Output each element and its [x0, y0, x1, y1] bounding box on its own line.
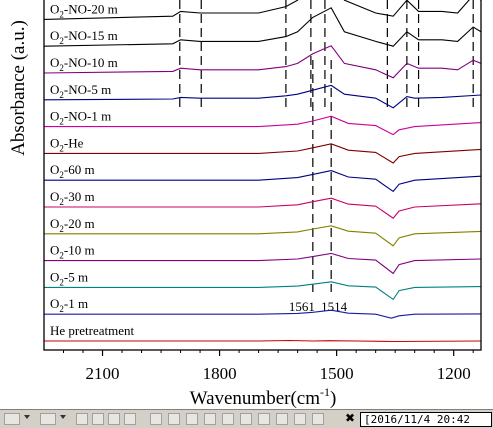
series-line [44, 197, 481, 219]
toolbar-button-11[interactable] [222, 413, 234, 425]
toolbar-button-5[interactable] [108, 413, 120, 425]
series-line [44, 339, 481, 343]
toolbar-button-9[interactable] [186, 413, 198, 425]
series-line [44, 225, 481, 247]
series-line [44, 84, 481, 109]
x-tick-label: 2100 [86, 364, 120, 383]
series-line [44, 252, 481, 275]
series-line [44, 281, 481, 301]
series-label: O2-NO-15 m [50, 28, 118, 46]
series-label: He pretreatment [50, 323, 134, 338]
toolbar-button-8[interactable] [168, 413, 180, 425]
x-tick-label: 1800 [203, 364, 237, 383]
series-label: O2-NO-1 m [50, 109, 111, 127]
toolbar-button-16[interactable] [312, 413, 324, 425]
series-line [44, 309, 481, 319]
toolbar-button-7[interactable] [150, 413, 162, 425]
series-label: O2-NO-5 m [50, 82, 111, 100]
toolbar-button-15[interactable] [294, 413, 306, 425]
toolbar-button-6[interactable] [124, 413, 136, 425]
series-line [44, 170, 481, 193]
toolbar-button-13[interactable] [258, 413, 270, 425]
series-line [44, 45, 481, 79]
toolbar-button-10[interactable] [204, 413, 216, 425]
toolbar-button-4[interactable] [92, 413, 104, 425]
series-label: O2-60 m [50, 162, 95, 180]
series-line [44, 7, 481, 47]
x-tick-label: 1200 [437, 364, 471, 383]
series-label: O2-30 m [50, 189, 95, 207]
toolbar-button-2[interactable] [40, 413, 56, 425]
toolbar-button-12[interactable] [240, 413, 252, 425]
x-tick-label: 1500 [320, 364, 354, 383]
series-line [44, 0, 481, 20]
series-line [44, 115, 481, 136]
x-axis-label: Wavenumber(cm-1) [190, 385, 337, 409]
series-label: O2-10 m [50, 243, 95, 261]
series-label: O2-NO-10 m [50, 55, 118, 73]
timestamp-field: [2016/11/4 20:42 [360, 412, 492, 427]
series-label: O2-20 m [50, 216, 95, 234]
toolbar-button-1[interactable] [4, 413, 20, 425]
series-line [44, 143, 481, 164]
plot-frame [43, 0, 482, 351]
toolbar-button-14[interactable] [276, 413, 288, 425]
y-axis-label: Absorbance (a.u.) [8, 20, 29, 156]
bottom-toolbar: ✖ [2016/11/4 20:42 [0, 409, 493, 428]
series-label: O2-1 m [50, 296, 88, 314]
series-label: O2-5 m [50, 269, 88, 287]
dropdown-arrow-icon[interactable] [60, 415, 66, 419]
close-icon[interactable]: ✖ [345, 411, 356, 425]
dropdown-arrow-icon[interactable] [24, 415, 30, 419]
toolbar-button-3[interactable] [76, 413, 88, 425]
reference-label: 1514 [321, 299, 348, 314]
reference-label: 1561 [289, 299, 315, 314]
series-label: O2-NO-20 m [50, 1, 118, 19]
spectra-chart: 1561 1514 He pretreatment O2-1 m O2-5 m O2-10… [8, 0, 482, 409]
series-label: O2-He [50, 135, 84, 153]
